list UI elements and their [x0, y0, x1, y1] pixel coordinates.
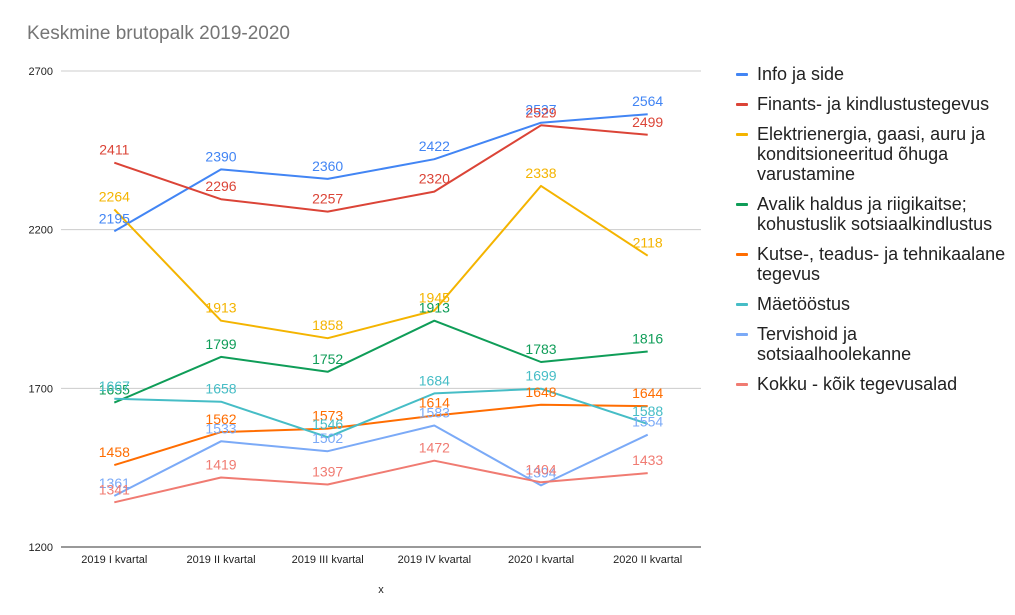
data-label: 2296 [205, 178, 236, 194]
legend-label: Finants- ja kindlustustegevus [757, 94, 990, 114]
series-line [114, 387, 649, 439]
series-line [114, 403, 648, 467]
legend-label: Tervishoid ja sotsiaalhoolekanne [757, 324, 912, 364]
data-label: 2411 [99, 142, 129, 158]
data-label: 1655 [99, 382, 130, 398]
data-label: 1858 [312, 317, 343, 333]
legend-entry: Info ja side [736, 64, 1011, 84]
series-line [113, 113, 648, 233]
legend-entry: Avalik haldus ja riigikaitse; kohustusli… [736, 194, 1011, 234]
data-label: 2537 [525, 102, 556, 118]
legend-entry: Mäetööstus [736, 294, 1011, 314]
data-label: 1614 [419, 395, 450, 411]
data-label: 1394 [525, 464, 556, 480]
legend-swatch [736, 383, 748, 386]
legend-label: Elektrienergia, gaasi, auru ja konditsio… [757, 124, 986, 184]
data-label: 2529 [525, 104, 556, 120]
data-label: 1546 [312, 416, 343, 432]
data-label: 1573 [312, 408, 343, 424]
data-label: 1648 [525, 384, 556, 400]
x-tick-label: 2019 I kvartal [81, 554, 147, 566]
legend-label: Kokku - kõik tegevusalad [757, 374, 958, 394]
legend: Info ja side Finants- ja kindlustustegevu… [736, 64, 1011, 404]
data-label: 1783 [525, 341, 556, 357]
data-label: 1397 [312, 463, 343, 479]
legend-label: Mäetööstus [757, 294, 851, 314]
series-line [113, 319, 648, 404]
legend-swatch [736, 333, 748, 336]
data-label: 1502 [312, 430, 343, 446]
data-label: 1562 [205, 411, 236, 427]
data-label: 2360 [312, 158, 343, 174]
data-label: 1404 [525, 461, 556, 477]
data-label: 1658 [205, 381, 236, 397]
y-tick-label: 2200 [29, 225, 53, 237]
legend-swatch [736, 303, 748, 306]
data-label: 1667 [99, 378, 130, 394]
data-label: 2257 [312, 191, 343, 207]
data-label: 1752 [312, 351, 343, 367]
legend-entry: Finants- ja kindlustustegevus [736, 94, 1011, 114]
series-line [113, 124, 648, 213]
x-axis-title: x [378, 584, 384, 596]
data-label: 2264 [99, 188, 130, 204]
chart-title: Keskmine brutopalk 2019-2020 [27, 23, 291, 44]
x-tick-label: 2019 IV kvartal [398, 554, 471, 566]
data-label: 1913 [419, 300, 450, 316]
legend-swatch [736, 103, 748, 106]
data-label: 1419 [205, 457, 236, 473]
data-label: 1472 [419, 440, 450, 456]
data-label: 1684 [419, 372, 450, 388]
data-label: 1913 [205, 300, 236, 316]
data-label: 1699 [525, 368, 556, 384]
data-label: 1583 [419, 404, 450, 420]
legend-entry: Elektrienergia, gaasi, auru ja konditsio… [736, 124, 1011, 184]
data-label: 2338 [525, 165, 556, 181]
data-label: 1816 [632, 331, 663, 347]
data-label: 1433 [632, 452, 663, 468]
y-tick-label: 2700 [29, 66, 53, 78]
x-tick-label: 2020 I kvartal [508, 554, 574, 566]
data-label: 1533 [205, 420, 236, 436]
data-label: 1341 [99, 481, 130, 497]
series-line [114, 459, 648, 504]
data-label: 1945 [419, 290, 450, 306]
y-tick-label: 1700 [29, 383, 53, 395]
data-label: 2390 [205, 148, 236, 164]
data-label: 1361 [99, 475, 130, 491]
data-label: 1458 [99, 444, 130, 460]
series-line [113, 424, 649, 497]
data-label: 1588 [632, 403, 663, 419]
x-tick-label: 2019 III kvartal [292, 554, 364, 566]
legend-swatch [736, 253, 748, 256]
data-label: 1554 [632, 414, 663, 430]
legend-label: Info ja side [757, 64, 845, 84]
legend-label: Avalik haldus ja riigikaitse; kohustusli… [757, 194, 993, 234]
data-label: 1799 [205, 336, 236, 352]
data-label: 1644 [632, 385, 663, 401]
series-line [113, 184, 649, 340]
x-tick-label: 2019 II kvartal [186, 554, 255, 566]
data-label: 2320 [419, 171, 450, 187]
x-tick-label: 2020 II kvartal [613, 554, 682, 566]
y-tick-label: 1200 [29, 542, 53, 554]
legend-entry: Kokku - kõik tegevusalad [736, 374, 1011, 394]
data-label: 2195 [99, 210, 130, 226]
data-label: 2564 [632, 93, 663, 109]
legend-swatch [736, 73, 748, 76]
legend-swatch [736, 133, 748, 136]
data-label: 2422 [419, 138, 450, 154]
legend-entry: Kutse-, teadus- ja tehnikaalane tegevus [736, 244, 1011, 284]
legend-entry: Tervishoid ja sotsiaalhoolekanne [736, 324, 1011, 364]
legend-label: Kutse-, teadus- ja tehnikaalane tegevus [757, 244, 1006, 284]
legend-swatch [736, 203, 748, 206]
data-label: 2499 [632, 114, 663, 130]
data-label: 2118 [633, 235, 663, 251]
